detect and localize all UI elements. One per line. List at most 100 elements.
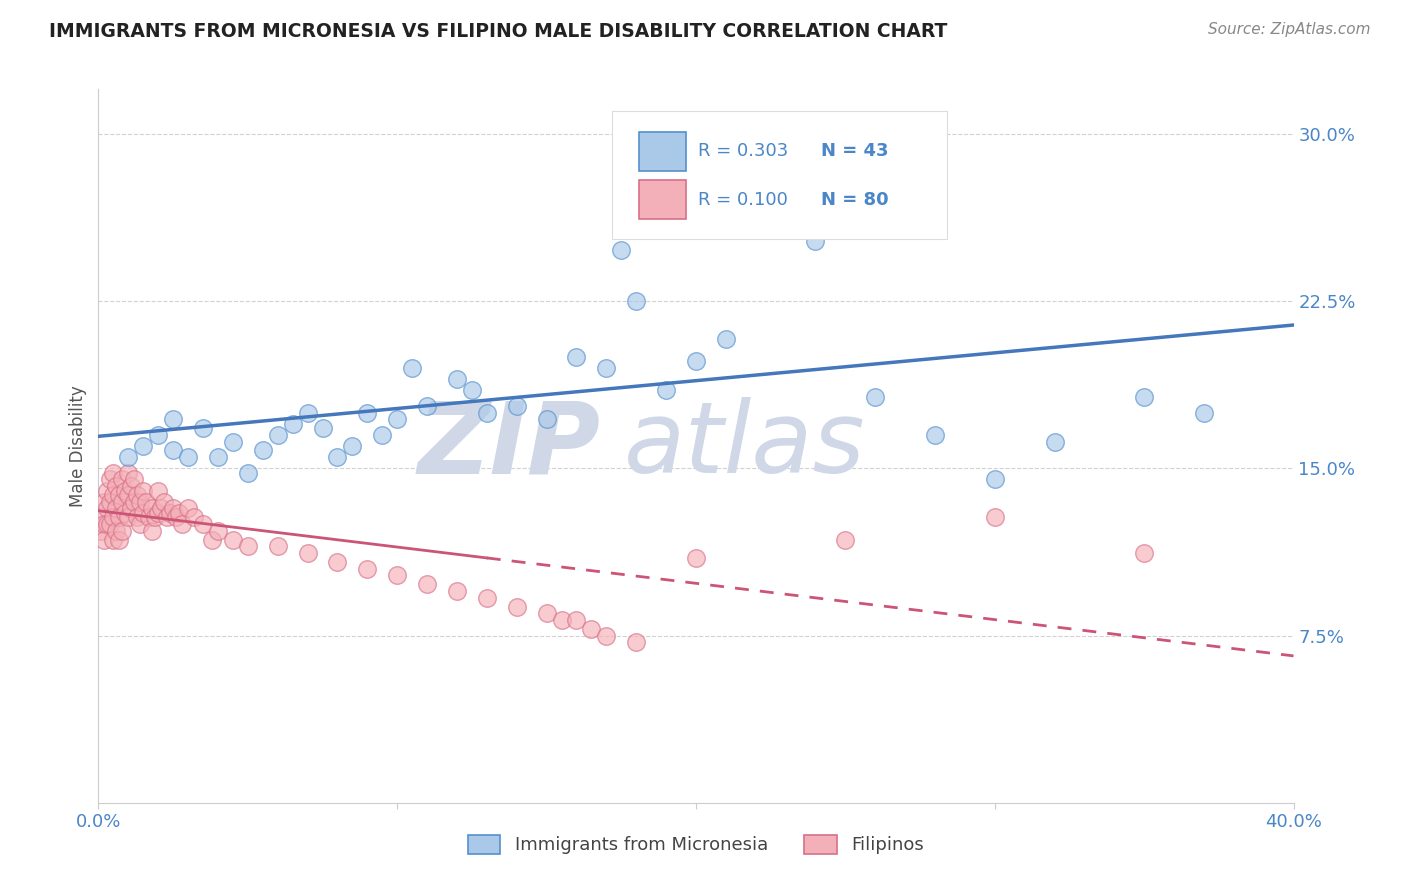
Point	[356, 405, 378, 419]
Point	[506, 599, 529, 614]
Bar	[638, 132, 686, 171]
Text: R = 0.100: R = 0.100	[699, 191, 789, 209]
Point	[103, 488, 125, 502]
Point	[834, 533, 856, 547]
Point	[120, 501, 142, 516]
Point	[475, 591, 498, 605]
Point	[201, 533, 224, 547]
Legend: Immigrants from Micronesia, Filipinos: Immigrants from Micronesia, Filipinos	[461, 828, 931, 862]
Point	[103, 510, 125, 524]
Point	[267, 539, 290, 553]
Point	[120, 479, 142, 493]
Point	[865, 390, 887, 404]
Point	[98, 473, 122, 487]
Point	[108, 488, 131, 502]
Point	[356, 562, 378, 576]
Point	[714, 332, 737, 346]
Point	[775, 204, 797, 219]
Point	[103, 466, 125, 480]
Point	[626, 635, 648, 649]
Point	[162, 501, 184, 516]
Point	[236, 539, 259, 553]
Point	[96, 516, 118, 531]
Point	[222, 533, 245, 547]
Text: N = 43: N = 43	[821, 143, 889, 161]
Text: IMMIGRANTS FROM MICRONESIA VS FILIPINO MALE DISABILITY CORRELATION CHART: IMMIGRANTS FROM MICRONESIA VS FILIPINO M…	[49, 22, 948, 41]
Point	[108, 533, 131, 547]
Point	[207, 450, 229, 464]
Point	[565, 350, 588, 364]
Point	[236, 466, 259, 480]
Point	[132, 506, 155, 520]
Point	[138, 510, 160, 524]
Point	[105, 524, 128, 538]
Point	[165, 510, 187, 524]
Point	[550, 613, 572, 627]
Point	[191, 421, 214, 435]
Point	[162, 443, 184, 458]
Point	[416, 399, 439, 413]
Point	[685, 550, 707, 565]
Point	[117, 488, 139, 502]
Point	[148, 427, 170, 442]
Point	[124, 494, 146, 508]
Point	[114, 506, 136, 520]
Point	[924, 427, 946, 442]
Point	[177, 501, 200, 516]
Point	[96, 501, 118, 516]
Point	[98, 516, 122, 531]
Point	[150, 501, 173, 516]
Point	[159, 506, 181, 520]
Point	[132, 439, 155, 453]
FancyBboxPatch shape	[613, 111, 948, 239]
Text: R = 0.303: R = 0.303	[699, 143, 789, 161]
Point	[326, 450, 349, 464]
Point	[252, 443, 274, 458]
Point	[326, 555, 349, 569]
Point	[127, 510, 149, 524]
Point	[90, 524, 112, 538]
Point	[117, 450, 139, 464]
Point	[281, 417, 304, 431]
Point	[132, 483, 155, 498]
Point	[1133, 546, 1156, 560]
Point	[111, 473, 134, 487]
Point	[177, 450, 200, 464]
Point	[156, 510, 179, 524]
Point	[103, 533, 125, 547]
Point	[141, 524, 163, 538]
Point	[105, 501, 128, 516]
Point	[191, 516, 214, 531]
Point	[416, 577, 439, 591]
Point	[117, 510, 139, 524]
Point	[446, 372, 468, 386]
Point	[93, 533, 115, 547]
Point	[96, 483, 118, 498]
Point	[117, 466, 139, 480]
Point	[135, 494, 157, 508]
Point	[610, 243, 633, 257]
Point	[385, 568, 409, 582]
Point	[108, 510, 131, 524]
Text: ZIP: ZIP	[418, 398, 600, 494]
Point	[183, 510, 205, 524]
Point	[153, 494, 176, 508]
Point	[446, 583, 468, 598]
Point	[93, 494, 115, 508]
Point	[267, 427, 290, 442]
Point	[148, 483, 170, 498]
Point	[143, 510, 166, 524]
Point	[655, 384, 678, 398]
Point	[105, 479, 128, 493]
Point	[536, 607, 558, 621]
Point	[1192, 405, 1215, 419]
Point	[129, 516, 152, 531]
Point	[129, 494, 152, 508]
Point	[207, 524, 229, 538]
Point	[1133, 390, 1156, 404]
Point	[162, 412, 184, 426]
Point	[98, 494, 122, 508]
Point	[565, 613, 588, 627]
Point	[461, 384, 484, 398]
Point	[114, 483, 136, 498]
